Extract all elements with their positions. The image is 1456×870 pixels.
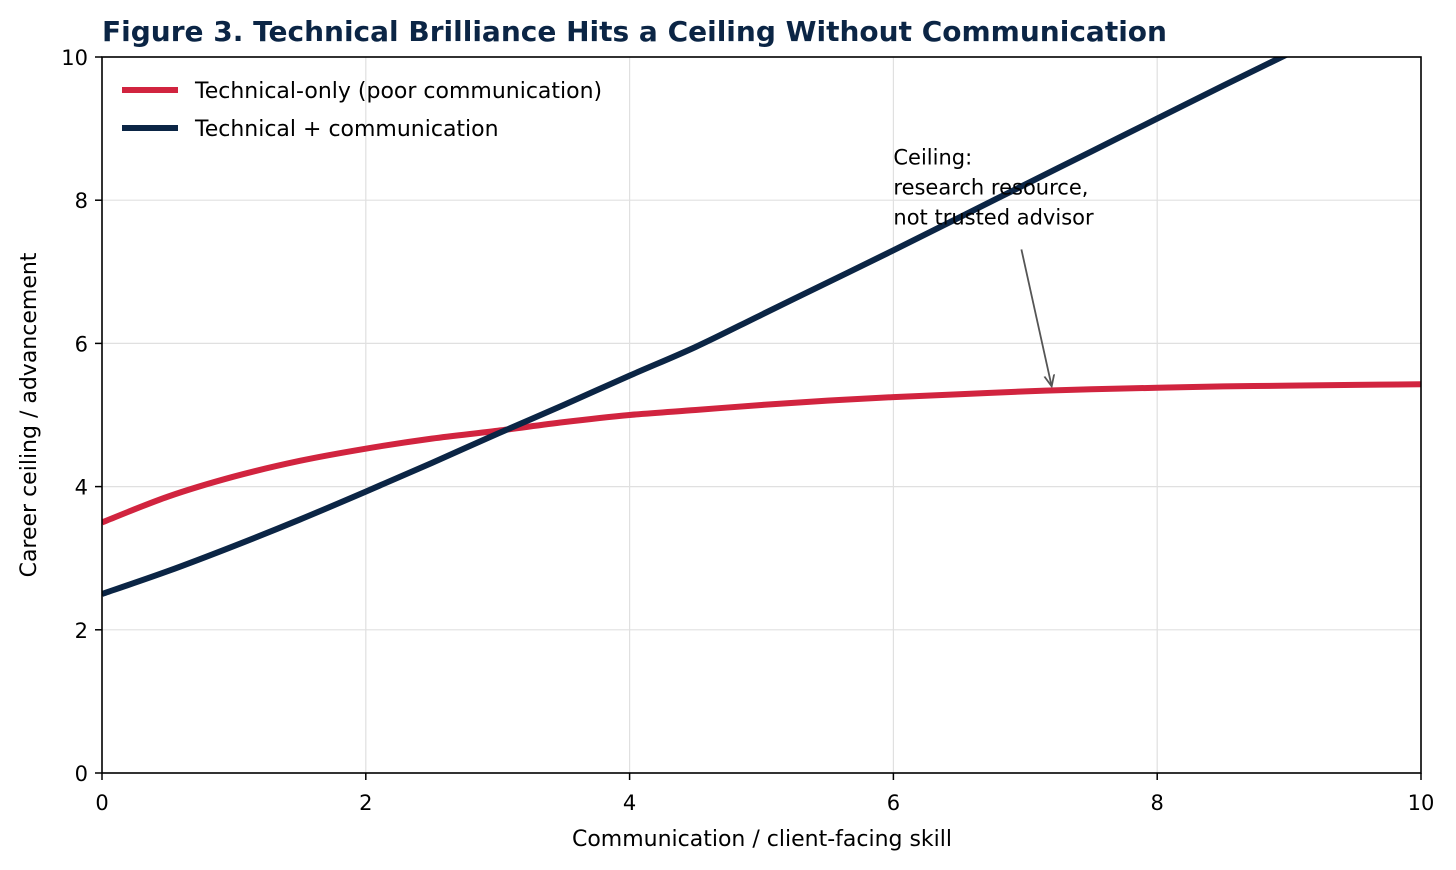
legend-label: Technical + communication (194, 117, 499, 142)
x-tick-label: 4 (623, 791, 636, 815)
y-axis-label: Career ceiling / advancement (17, 252, 42, 577)
annotation-line: not trusted advisor (893, 205, 1094, 229)
x-tick-label: 8 (1151, 791, 1164, 815)
x-tick-label: 6 (887, 791, 900, 815)
series-line-technical-plus-communication (102, 57, 1289, 597)
annotation-text: Ceiling: research resource, not trusted ad… (893, 145, 1094, 229)
chart-title: Figure 3. Technical Brilliance Hits a Ce… (102, 15, 1167, 48)
legend-item-technical-plus-communication: Technical + communication (122, 117, 499, 142)
x-axis-label: Communication / client-facing skill (572, 827, 952, 852)
plot-frame (101, 56, 1422, 774)
legend-label: Technical-only (poor communication) (194, 79, 602, 104)
x-tick-label: 10 (1408, 791, 1435, 815)
legend: Technical-only (poor communication) Techn… (122, 79, 602, 142)
y-tick-label: 0 (75, 762, 88, 786)
y-tick-label: 2 (75, 619, 88, 643)
axis-ticks: 0 2 4 6 8 10 0 2 4 6 8 10 (61, 46, 1434, 815)
legend-item-technical-only: Technical-only (poor communication) (122, 79, 602, 104)
y-tick-label: 4 (75, 476, 88, 500)
x-tick-label: 2 (359, 791, 372, 815)
series-lines (102, 57, 1421, 597)
y-tick-label: 8 (75, 189, 88, 213)
grid (101, 56, 1422, 774)
annotation-line: research resource, (893, 175, 1088, 199)
annotation-line: Ceiling: (893, 145, 972, 169)
annotation: Ceiling: research resource, not trusted ad… (893, 145, 1094, 386)
y-tick-label: 10 (61, 46, 88, 70)
annotation-arrow (1020, 249, 1051, 386)
y-tick-label: 6 (75, 332, 88, 356)
x-tick-label: 0 (95, 791, 108, 815)
series-line-technical-only (102, 381, 1421, 526)
